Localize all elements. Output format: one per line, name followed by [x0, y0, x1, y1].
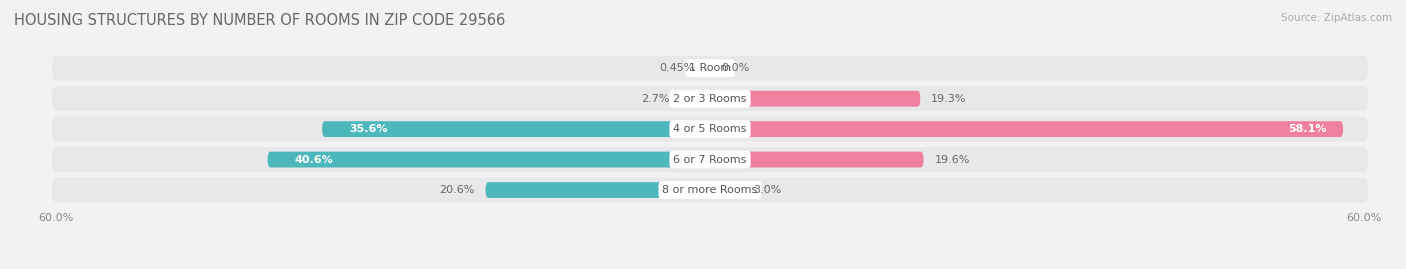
Text: 2.7%: 2.7% — [641, 94, 669, 104]
FancyBboxPatch shape — [267, 152, 710, 168]
FancyBboxPatch shape — [710, 152, 924, 168]
Text: 2 or 3 Rooms: 2 or 3 Rooms — [673, 94, 747, 104]
Text: 19.6%: 19.6% — [935, 155, 970, 165]
Text: 8 or more Rooms: 8 or more Rooms — [662, 185, 758, 195]
Text: 4 or 5 Rooms: 4 or 5 Rooms — [673, 124, 747, 134]
FancyBboxPatch shape — [710, 121, 1343, 137]
Text: HOUSING STRUCTURES BY NUMBER OF ROOMS IN ZIP CODE 29566: HOUSING STRUCTURES BY NUMBER OF ROOMS IN… — [14, 13, 505, 29]
Text: 0.0%: 0.0% — [721, 63, 749, 73]
FancyBboxPatch shape — [710, 182, 742, 198]
Text: 6 or 7 Rooms: 6 or 7 Rooms — [673, 155, 747, 165]
FancyBboxPatch shape — [706, 60, 710, 76]
FancyBboxPatch shape — [52, 86, 1368, 111]
Text: 19.3%: 19.3% — [931, 94, 966, 104]
Text: 3.0%: 3.0% — [754, 185, 782, 195]
FancyBboxPatch shape — [52, 117, 1368, 141]
FancyBboxPatch shape — [322, 121, 710, 137]
FancyBboxPatch shape — [681, 91, 710, 107]
Text: 20.6%: 20.6% — [439, 185, 475, 195]
Text: 0.45%: 0.45% — [659, 63, 695, 73]
Text: 35.6%: 35.6% — [349, 124, 388, 134]
Text: 1 Room: 1 Room — [689, 63, 731, 73]
Text: 40.6%: 40.6% — [295, 155, 333, 165]
Text: Source: ZipAtlas.com: Source: ZipAtlas.com — [1281, 13, 1392, 23]
FancyBboxPatch shape — [52, 147, 1368, 172]
FancyBboxPatch shape — [485, 182, 710, 198]
Text: 58.1%: 58.1% — [1288, 124, 1327, 134]
FancyBboxPatch shape — [52, 56, 1368, 81]
FancyBboxPatch shape — [710, 91, 921, 107]
FancyBboxPatch shape — [52, 178, 1368, 203]
